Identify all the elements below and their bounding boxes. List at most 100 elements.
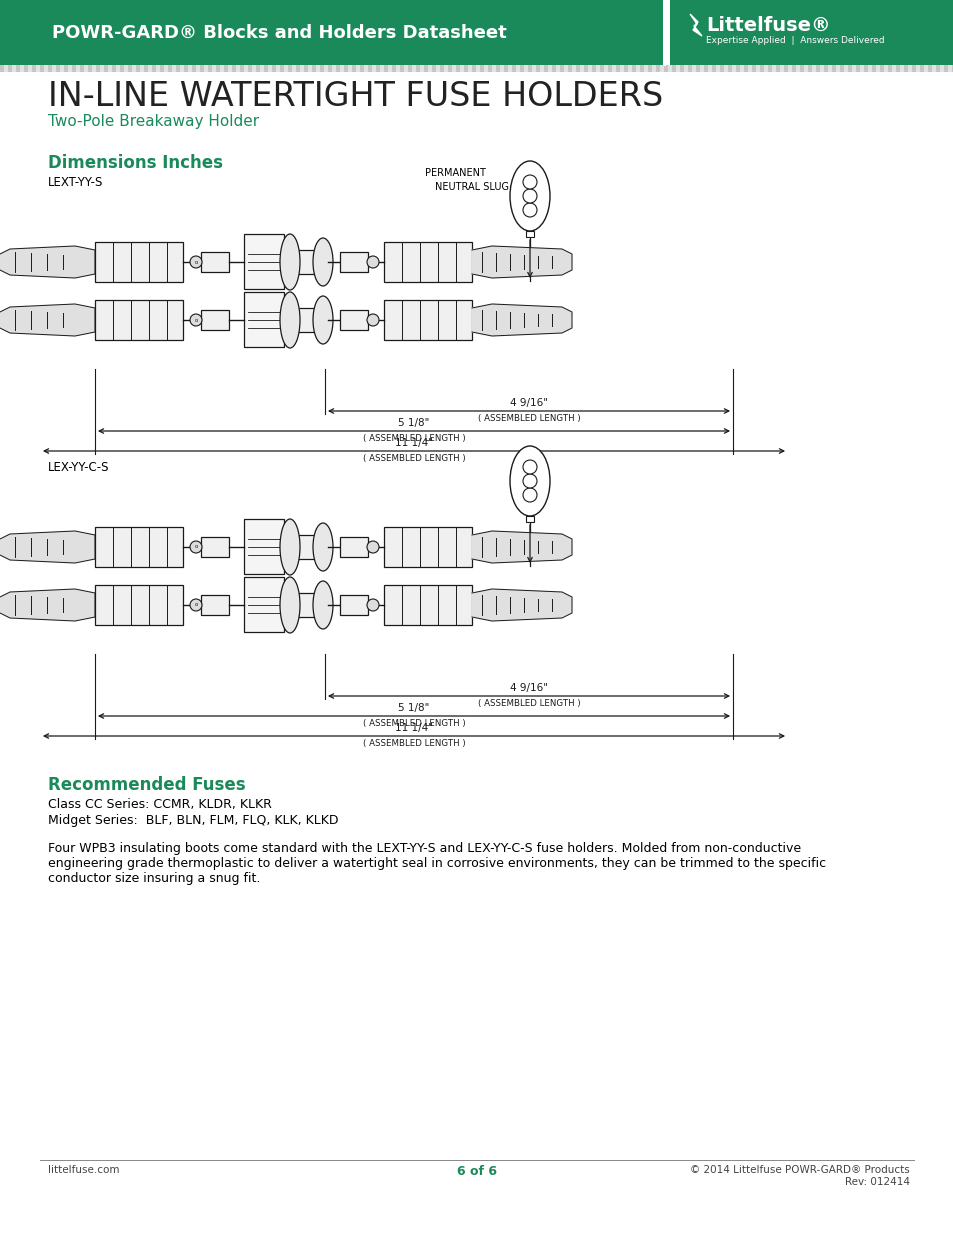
Bar	[843, 65, 847, 72]
Bar	[128, 65, 132, 72]
Bar	[716, 65, 720, 72]
Ellipse shape	[190, 256, 202, 268]
Bar	[339, 595, 368, 615]
Bar	[315, 65, 319, 72]
Bar	[215, 65, 220, 72]
Bar	[659, 65, 663, 72]
Bar	[755, 65, 760, 72]
Bar	[295, 308, 317, 332]
Text: littelfuse.com: littelfuse.com	[48, 1165, 119, 1174]
Bar	[388, 65, 392, 72]
Text: o: o	[194, 317, 197, 322]
Bar	[423, 65, 428, 72]
Bar	[348, 65, 352, 72]
Bar	[700, 65, 703, 72]
Bar	[947, 65, 951, 72]
Bar	[359, 65, 364, 72]
Ellipse shape	[313, 580, 333, 629]
Bar	[24, 65, 28, 72]
Bar	[384, 300, 472, 340]
Bar	[416, 65, 419, 72]
Bar	[95, 242, 183, 282]
Bar	[156, 65, 160, 72]
Ellipse shape	[510, 446, 550, 516]
Bar	[384, 242, 472, 282]
Bar	[459, 65, 463, 72]
Bar	[248, 65, 252, 72]
Bar	[731, 65, 735, 72]
Bar	[899, 65, 903, 72]
Polygon shape	[472, 589, 572, 621]
Bar	[124, 65, 128, 72]
Bar	[184, 65, 188, 72]
Bar	[200, 65, 204, 72]
Text: Class CC Series: CCMR, KLDR, KLKR: Class CC Series: CCMR, KLDR, KLKR	[48, 798, 272, 811]
Ellipse shape	[522, 203, 537, 217]
Bar	[299, 65, 304, 72]
Bar	[656, 65, 659, 72]
Text: o: o	[194, 545, 197, 550]
Text: IN-LINE WATERTIGHT FUSE HOLDERS: IN-LINE WATERTIGHT FUSE HOLDERS	[48, 80, 662, 112]
Bar	[60, 65, 64, 72]
Bar	[28, 65, 32, 72]
Bar	[559, 65, 563, 72]
Bar	[235, 65, 240, 72]
Bar	[419, 65, 423, 72]
Bar	[723, 65, 727, 72]
Bar	[319, 65, 324, 72]
Bar	[907, 65, 911, 72]
Bar	[20, 65, 24, 72]
Bar	[160, 65, 164, 72]
Bar	[403, 65, 408, 72]
Bar	[791, 65, 795, 72]
Bar	[800, 65, 803, 72]
Bar	[780, 65, 783, 72]
Bar	[64, 65, 68, 72]
Bar	[339, 65, 344, 72]
Ellipse shape	[280, 291, 299, 348]
Bar	[923, 65, 927, 72]
Text: 11 1/4": 11 1/4"	[395, 438, 433, 448]
Bar	[272, 65, 275, 72]
Bar	[627, 65, 631, 72]
Bar	[428, 65, 432, 72]
Bar	[556, 65, 559, 72]
Bar	[244, 577, 284, 632]
Bar	[820, 65, 823, 72]
Polygon shape	[472, 531, 572, 563]
Bar	[284, 65, 288, 72]
Bar	[188, 65, 192, 72]
Ellipse shape	[522, 459, 537, 474]
Bar	[108, 65, 112, 72]
Bar	[44, 65, 48, 72]
Bar	[525, 231, 534, 237]
Ellipse shape	[280, 233, 299, 290]
Bar	[208, 65, 212, 72]
Bar	[927, 65, 931, 72]
Bar	[399, 65, 403, 72]
Bar	[827, 65, 831, 72]
Ellipse shape	[510, 161, 550, 231]
Bar	[619, 65, 623, 72]
Bar	[811, 65, 815, 72]
Bar	[255, 65, 260, 72]
Polygon shape	[689, 14, 701, 36]
Bar	[4, 65, 8, 72]
Bar	[71, 65, 76, 72]
Bar	[691, 65, 696, 72]
Bar	[56, 65, 60, 72]
Bar	[840, 65, 843, 72]
Bar	[412, 65, 416, 72]
Bar	[80, 65, 84, 72]
Bar	[140, 65, 144, 72]
Bar	[144, 65, 148, 72]
Bar	[767, 65, 771, 72]
Bar	[136, 65, 140, 72]
Text: POWR-GARD® Blocks and Holders Datasheet: POWR-GARD® Blocks and Holders Datasheet	[52, 23, 506, 42]
Bar	[775, 65, 780, 72]
Bar	[244, 291, 284, 347]
Bar	[763, 65, 767, 72]
Bar	[456, 65, 459, 72]
Bar	[539, 65, 543, 72]
Bar	[104, 65, 108, 72]
